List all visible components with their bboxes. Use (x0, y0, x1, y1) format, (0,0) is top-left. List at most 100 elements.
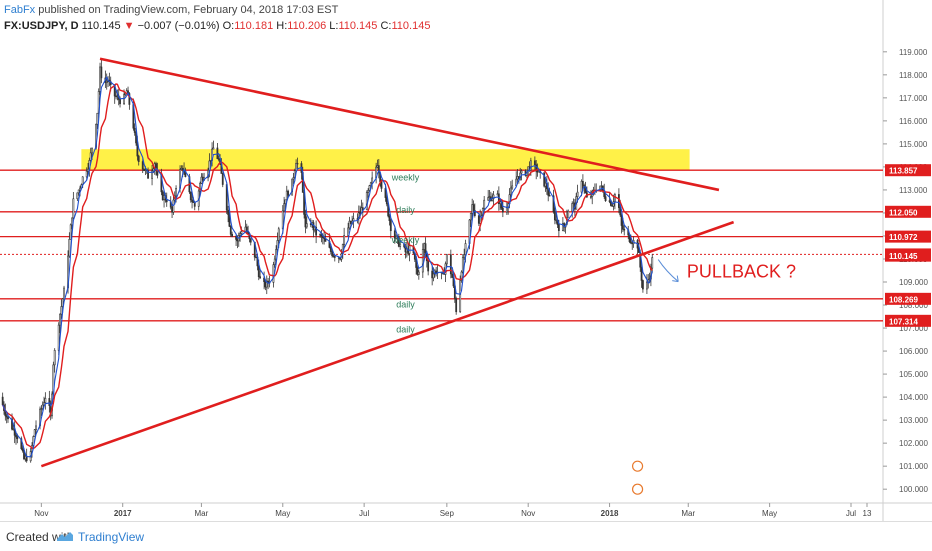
candle-body (105, 81, 108, 83)
x-tick-label: Jul (359, 509, 369, 518)
candle-body (239, 233, 241, 236)
event-flag-icon (631, 460, 644, 472)
candle-body (376, 165, 379, 168)
candle-body (305, 223, 308, 228)
down-arrow-icon: ▼ (123, 20, 135, 32)
candle-body (236, 239, 239, 242)
x-tick-label: 13 (863, 509, 872, 518)
candle-body (620, 214, 623, 226)
open-value: 110.181 (234, 20, 274, 32)
candle-body (488, 196, 491, 198)
tradingview-brand[interactable]: TradingView (78, 530, 145, 544)
candle-body (501, 207, 504, 213)
candle-body (553, 211, 556, 221)
candle-body (99, 66, 101, 92)
candle-body (87, 168, 89, 172)
last-price: 110.145 (81, 20, 121, 32)
candle-body (368, 185, 371, 191)
candle-body (12, 428, 15, 430)
candle-body (348, 220, 351, 229)
candle-body (469, 212, 472, 221)
candle-body (96, 112, 99, 125)
candle-body (464, 243, 467, 255)
candle-body (319, 234, 322, 236)
candle-body (24, 455, 27, 460)
candle-body (651, 257, 654, 269)
candle-body (264, 281, 267, 288)
symbol-label: FX:USDJPY, D (4, 20, 79, 32)
x-tick-label: Nov (34, 509, 48, 518)
candle-body (511, 185, 514, 189)
candle-body (389, 220, 392, 232)
y-tick-label: 102.000 (899, 439, 928, 448)
candle-body (332, 255, 335, 257)
level-annotation: weekly (391, 235, 420, 245)
candle-body (41, 404, 44, 409)
candle-body (181, 168, 184, 171)
candle-body (397, 236, 400, 247)
price-change: −0.007 (−0.01%) (137, 20, 220, 32)
level-annotation: daily (396, 205, 415, 215)
candle-body (68, 238, 71, 257)
candle-body (463, 254, 466, 258)
candle-body (192, 201, 195, 203)
moving-average-line (2, 75, 653, 458)
plot-area (0, 38, 883, 503)
candle-body (377, 165, 380, 174)
candle-body (147, 170, 149, 179)
price-tag-box (885, 249, 931, 262)
candle-body (369, 182, 372, 186)
candle-body (33, 429, 36, 437)
candle-body (72, 198, 75, 219)
candle-body (163, 195, 165, 201)
level-annotation: daily (396, 299, 415, 309)
close-label: C: (380, 20, 392, 32)
price-tag-label: 110.145 (889, 252, 918, 261)
author-name[interactable]: FabFx (4, 4, 36, 16)
x-tick-label: 2018 (601, 509, 619, 518)
y-tick-label: 116.000 (899, 117, 928, 126)
candle-body (631, 242, 634, 245)
candle-body (53, 350, 56, 366)
candle-body (200, 176, 203, 184)
candle-body (608, 200, 611, 202)
price-tag-box (885, 205, 931, 218)
x-tick-label: May (762, 509, 777, 518)
candle-body (249, 238, 252, 243)
candle-body (11, 418, 13, 430)
y-tick-label: 100.000 (899, 485, 928, 494)
candle-body (487, 197, 490, 201)
candle-body (43, 402, 45, 406)
close-value: 110.145 (391, 20, 431, 32)
price-chart[interactable]: 100.000 101.000 102.000 103.000 104.000 105.0… (0, 0, 932, 521)
pullback-arrowhead (672, 275, 679, 283)
candle-body (79, 187, 81, 191)
candle-body (343, 235, 346, 245)
price-tag-label: 107.314 (889, 317, 918, 326)
candle-body (199, 183, 201, 192)
candle-body (40, 408, 43, 410)
candle-body (227, 209, 229, 215)
y-tick-label: 115.000 (899, 140, 928, 149)
y-tick-label: 107.000 (899, 324, 928, 333)
candle-body (95, 123, 97, 149)
candle-body (496, 193, 499, 196)
candle-body (255, 256, 257, 259)
low-value: 110.145 (338, 20, 378, 32)
trendline (99, 57, 720, 192)
candle-body (544, 182, 547, 187)
publish-info: published on TradingView.com, February 0… (38, 4, 339, 16)
candle-body (604, 196, 607, 202)
candle-body (505, 207, 508, 213)
candle-body (455, 298, 458, 313)
candle-body (16, 436, 19, 440)
candle-body (244, 226, 247, 232)
resistance-zone (81, 149, 690, 170)
y-tick-label: 101.000 (899, 462, 928, 471)
candle-body (509, 187, 512, 196)
candle-body (123, 94, 125, 105)
y-tick-label: 119.000 (899, 48, 928, 57)
candle-body (399, 243, 402, 247)
candle-body (536, 170, 539, 173)
candle-body (59, 313, 61, 326)
